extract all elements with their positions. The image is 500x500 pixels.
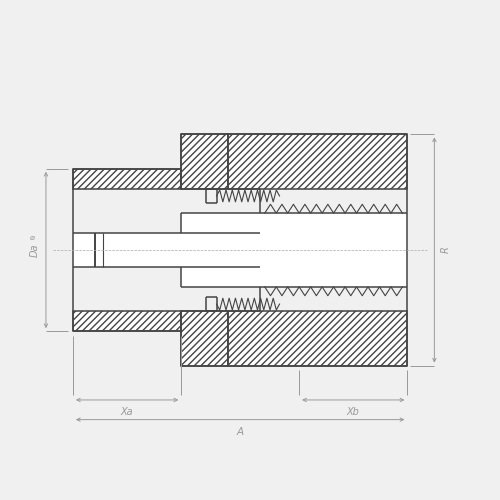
Text: R: R [440,246,450,254]
Polygon shape [181,312,228,366]
Bar [73,233,228,267]
Text: ⌀: ⌀ [30,233,35,242]
Text: Xb: Xb [347,408,360,418]
Polygon shape [181,134,228,188]
Polygon shape [228,134,408,188]
Polygon shape [73,169,181,188]
Bar [260,213,408,287]
Text: Xa: Xa [121,408,134,418]
Text: Da: Da [30,244,40,257]
Polygon shape [228,312,408,366]
Text: A: A [236,427,244,437]
Bar [181,213,260,287]
Polygon shape [73,312,181,331]
